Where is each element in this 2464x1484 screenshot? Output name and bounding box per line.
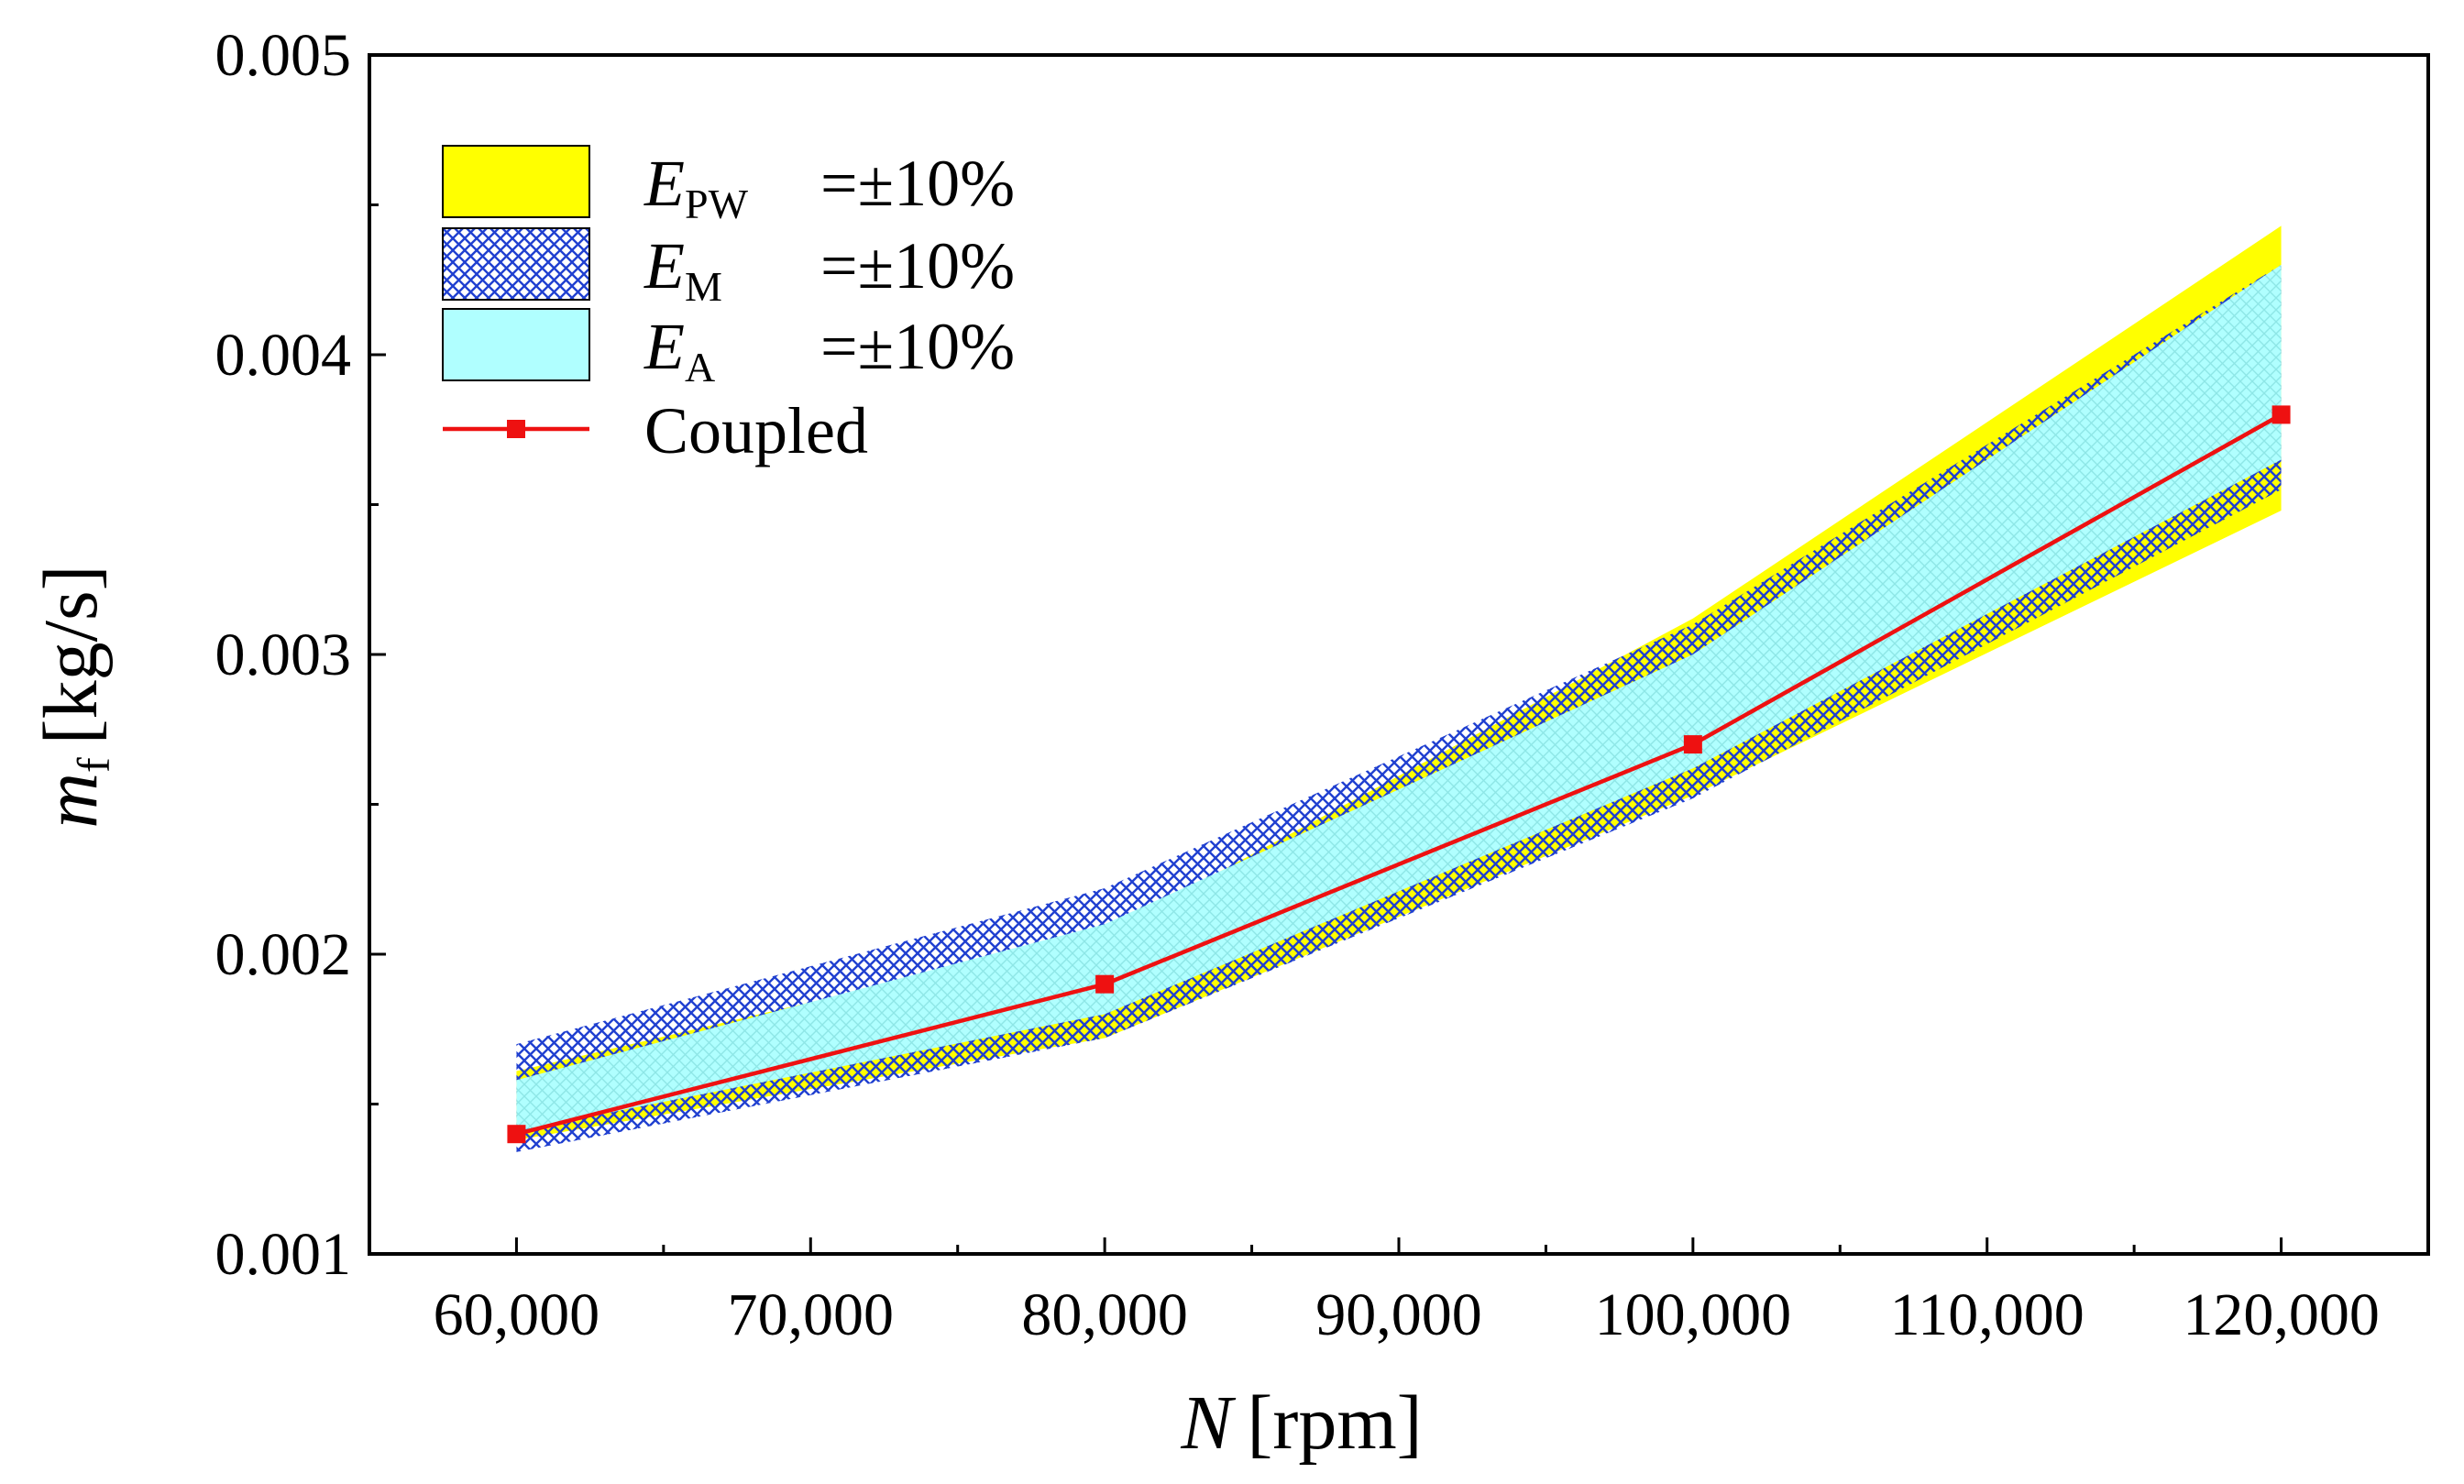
coupled-marker <box>1095 974 1115 994</box>
x-tick-label: 90,000 <box>1315 1281 1482 1348</box>
coupled-line <box>515 412 2282 1137</box>
y-tick-label: 0.004 <box>215 322 352 389</box>
y-axis-subscript: f <box>68 757 119 773</box>
x-axis-title: N [rpm] <box>1180 1380 1422 1466</box>
legend: EPW =±10%EM =±10%EA =±10%Coupled <box>442 145 1015 467</box>
coupled-marker <box>2272 405 2291 424</box>
x-tick-label: 100,000 <box>1595 1281 1792 1348</box>
y-axis-symbol: m <box>28 773 114 829</box>
band-e-a-texture <box>516 264 2282 1131</box>
y-axis-unit: [kg/s] <box>28 565 114 744</box>
legend-marker-coupled <box>507 420 525 438</box>
legend-label: EPW =±10% <box>644 147 1015 227</box>
legend-swatch-e-m <box>442 227 590 301</box>
y-tick-label: 0.001 <box>215 1221 352 1288</box>
x-tick-label: 80,000 <box>1021 1281 1188 1348</box>
y-tick-label: 0.005 <box>215 22 352 89</box>
plot-content <box>507 225 2291 1152</box>
band-e-m <box>516 264 2282 1152</box>
x-tick-label: 60,000 <box>434 1281 600 1348</box>
axes-ticks: 60,000 70,000 80,000 90,000 100,000 110,000 12… <box>215 22 2380 1348</box>
x-axis-unit: [rpm] <box>1247 1380 1422 1466</box>
x-tick-label: 70,000 <box>728 1281 895 1348</box>
legend-label: EM =±10% <box>644 229 1015 310</box>
y-tick-label: 0.002 <box>215 921 352 988</box>
y-axis-title: mf [kg/s] <box>28 565 119 828</box>
svg-text:mf[kg/s]: mf [kg/s] <box>28 565 119 828</box>
legend-label: EA =±10% <box>644 310 1015 390</box>
coupled-marker <box>507 1125 526 1144</box>
x-tick-label: 110,000 <box>1890 1281 2084 1348</box>
y-tick-label: 0.003 <box>215 621 352 688</box>
legend-swatch-e-a <box>442 308 590 381</box>
legend-swatch-e-pw <box>442 145 590 218</box>
x-tick-label: 120,000 <box>2183 1281 2380 1348</box>
coupled-marker <box>1683 735 1702 754</box>
x-axis-symbol: N <box>1180 1380 1236 1466</box>
legend-label: Coupled <box>644 394 868 467</box>
